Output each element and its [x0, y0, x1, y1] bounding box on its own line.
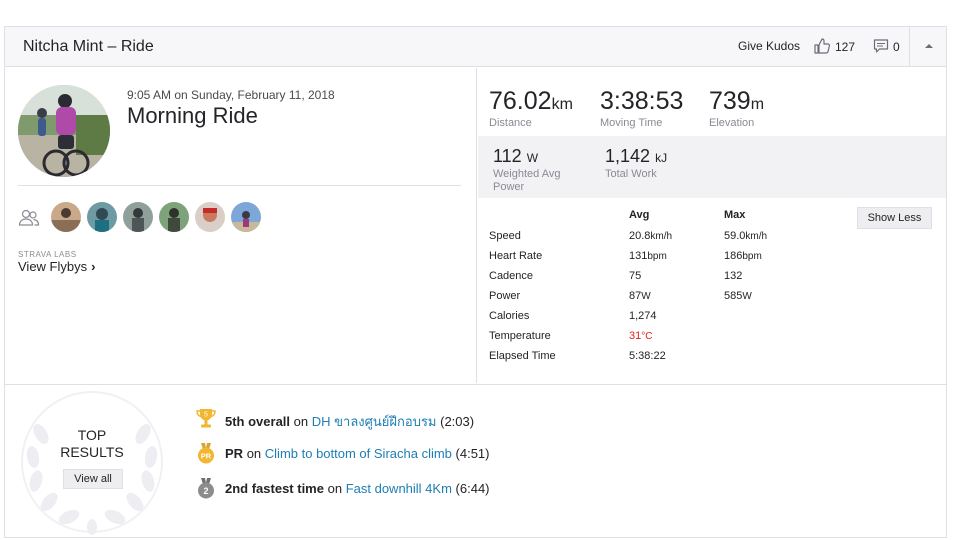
elevation-label: Elevation	[709, 117, 755, 129]
activity-summary: 9:05 AM on Sunday, February 11, 2018 Mor…	[5, 68, 477, 383]
activity-datetime: 9:05 AM on Sunday, February 11, 2018	[127, 88, 335, 102]
row-label-cadence: Cadence	[489, 270, 534, 282]
more-stats-table: Avg Max Show Less Speed 20.8km/h 59.0km/…	[478, 198, 946, 383]
pr-label: PR	[201, 452, 212, 461]
group-activity-icon	[18, 209, 40, 226]
activity-card: Nitcha Mint – Ride Give Kudos 127 0	[4, 26, 947, 538]
view-flybys-link[interactable]: View Flybys ›	[18, 259, 95, 274]
collapse-button[interactable]	[909, 27, 946, 67]
primary-stats: 76.02km Distance 3:38:53 Moving Time 739…	[478, 68, 946, 136]
row-label-heart-rate: Heart Rate	[489, 250, 543, 262]
kudos-count[interactable]: 127	[835, 40, 856, 54]
row-label-temperature: Temperature	[489, 330, 551, 342]
view-all-button[interactable]: View all	[63, 469, 123, 489]
row-label-power: Power	[489, 290, 521, 302]
cadence-avg: 75	[629, 270, 642, 282]
show-less-button[interactable]: Show Less	[857, 207, 932, 229]
segment-link[interactable]: DH ขาลงศูนย์ฝึกอบรม	[311, 414, 437, 429]
segment-link[interactable]: Fast downhill 4Km	[345, 481, 452, 496]
moving-time-value: 3:38:53	[600, 87, 684, 115]
result-text: 5th overall on DH ขาลงศูนย์ฝึกอบรม (2:03…	[225, 414, 475, 429]
result-text: PR on Climb to bottom of Siracha climb (…	[225, 446, 490, 461]
cadence-max: 132	[724, 270, 743, 282]
comment-count[interactable]: 0	[893, 40, 900, 54]
elevation-value: 739	[709, 87, 751, 115]
segment-link[interactable]: Climb to bottom of Siracha climb	[264, 446, 452, 461]
row-label-speed: Speed	[489, 230, 521, 242]
summary-divider	[18, 185, 461, 186]
group-athlete-avatar[interactable]	[51, 202, 81, 232]
speed-avg: 20.8km/h	[629, 230, 673, 242]
strava-labs-label: STRAVA LABS	[18, 250, 77, 259]
group-athlete-avatar[interactable]	[231, 202, 261, 232]
stat-total-work: 1,142 kJ Total Work	[605, 146, 695, 181]
elapsed-time-avg: 5:38:22	[629, 350, 666, 362]
heart-rate-max: 186bpm	[724, 250, 762, 262]
result-time: (6:44)	[455, 481, 490, 496]
group-athlete-avatar[interactable]	[87, 202, 117, 232]
silver-medal-icon: 2	[198, 478, 214, 499]
speed-max: 59.0km/h	[724, 230, 768, 242]
power-max: 585W	[724, 290, 752, 302]
distance-label: Distance	[489, 117, 532, 129]
distance-unit: km	[551, 96, 573, 113]
top-results-title: TOP RESULTS	[60, 427, 124, 460]
power-avg: 87W	[629, 290, 651, 302]
comment-icon[interactable]	[873, 38, 889, 54]
group-athlete-avatar[interactable]	[123, 202, 153, 232]
distance-value: 76.02	[489, 87, 552, 115]
moving-time-label: Moving Time	[600, 117, 663, 129]
row-label-elapsed-time: Elapsed Time	[489, 350, 556, 362]
activity-title: Nitcha Mint – Ride	[23, 38, 154, 55]
trophy-rank: 5	[204, 412, 208, 419]
total-work-unit: kJ	[655, 151, 668, 165]
result-rank: PR	[225, 446, 244, 461]
activity-stats: 76.02km Distance 3:38:53 Moving Time 739…	[478, 68, 946, 383]
laurel-wreath-icon	[21, 391, 163, 535]
stat-distance: 76.02km Distance	[489, 87, 573, 129]
result-rank: 2nd fastest time	[225, 481, 324, 496]
group-athlete-avatar[interactable]	[195, 202, 225, 232]
result-rank: 5th overall	[225, 414, 291, 429]
silver-rank: 2	[203, 486, 208, 496]
trophy-icon: 5	[196, 409, 216, 428]
top-results-section: TOP RESULTS View all 5 5th overall on DH…	[5, 384, 946, 537]
thumbs-up-icon[interactable]	[813, 37, 831, 55]
weighted-power-label: Weighted Avg Power	[493, 168, 561, 193]
stat-moving-time: 3:38:53 Moving Time	[600, 87, 683, 129]
row-label-calories: Calories	[489, 310, 530, 322]
total-work-label: Total Work	[605, 168, 657, 180]
heart-rate-avg: 131bpm	[629, 250, 667, 262]
avg-column-header: Avg	[629, 209, 650, 221]
view-flybys-label: View Flybys	[18, 259, 88, 274]
chevron-right-icon: ›	[91, 259, 96, 274]
pr-medal-icon: PR	[198, 443, 214, 464]
stat-weighted-power: 112 W Weighted Avg Power	[493, 146, 583, 194]
avatar-photo-icon	[18, 85, 110, 177]
athlete-avatar[interactable]	[18, 85, 110, 177]
elevation-unit: m	[750, 96, 765, 113]
temperature-avg: 31°C	[629, 330, 653, 342]
chevron-up-icon	[925, 44, 933, 48]
weighted-power-value: 112	[493, 146, 522, 166]
calories-avg: 1,274	[629, 310, 657, 322]
activity-header: Nitcha Mint – Ride Give Kudos 127 0	[5, 27, 946, 67]
weighted-power-unit: W	[526, 151, 539, 165]
max-column-header: Max	[724, 209, 746, 221]
result-time: (4:51)	[455, 446, 490, 461]
group-athlete-avatar[interactable]	[159, 202, 189, 232]
stat-elevation: 739m Elevation	[709, 87, 764, 129]
result-time: (2:03)	[440, 414, 475, 429]
secondary-stats: 112 W Weighted Avg Power 1,142 kJ Total …	[478, 136, 946, 198]
total-work-value: 1,142	[605, 146, 651, 166]
give-kudos-link[interactable]: Give Kudos	[738, 39, 801, 53]
activity-name: Morning Ride	[127, 103, 258, 128]
result-text: 2nd fastest time on Fast downhill 4Km (6…	[225, 481, 490, 496]
